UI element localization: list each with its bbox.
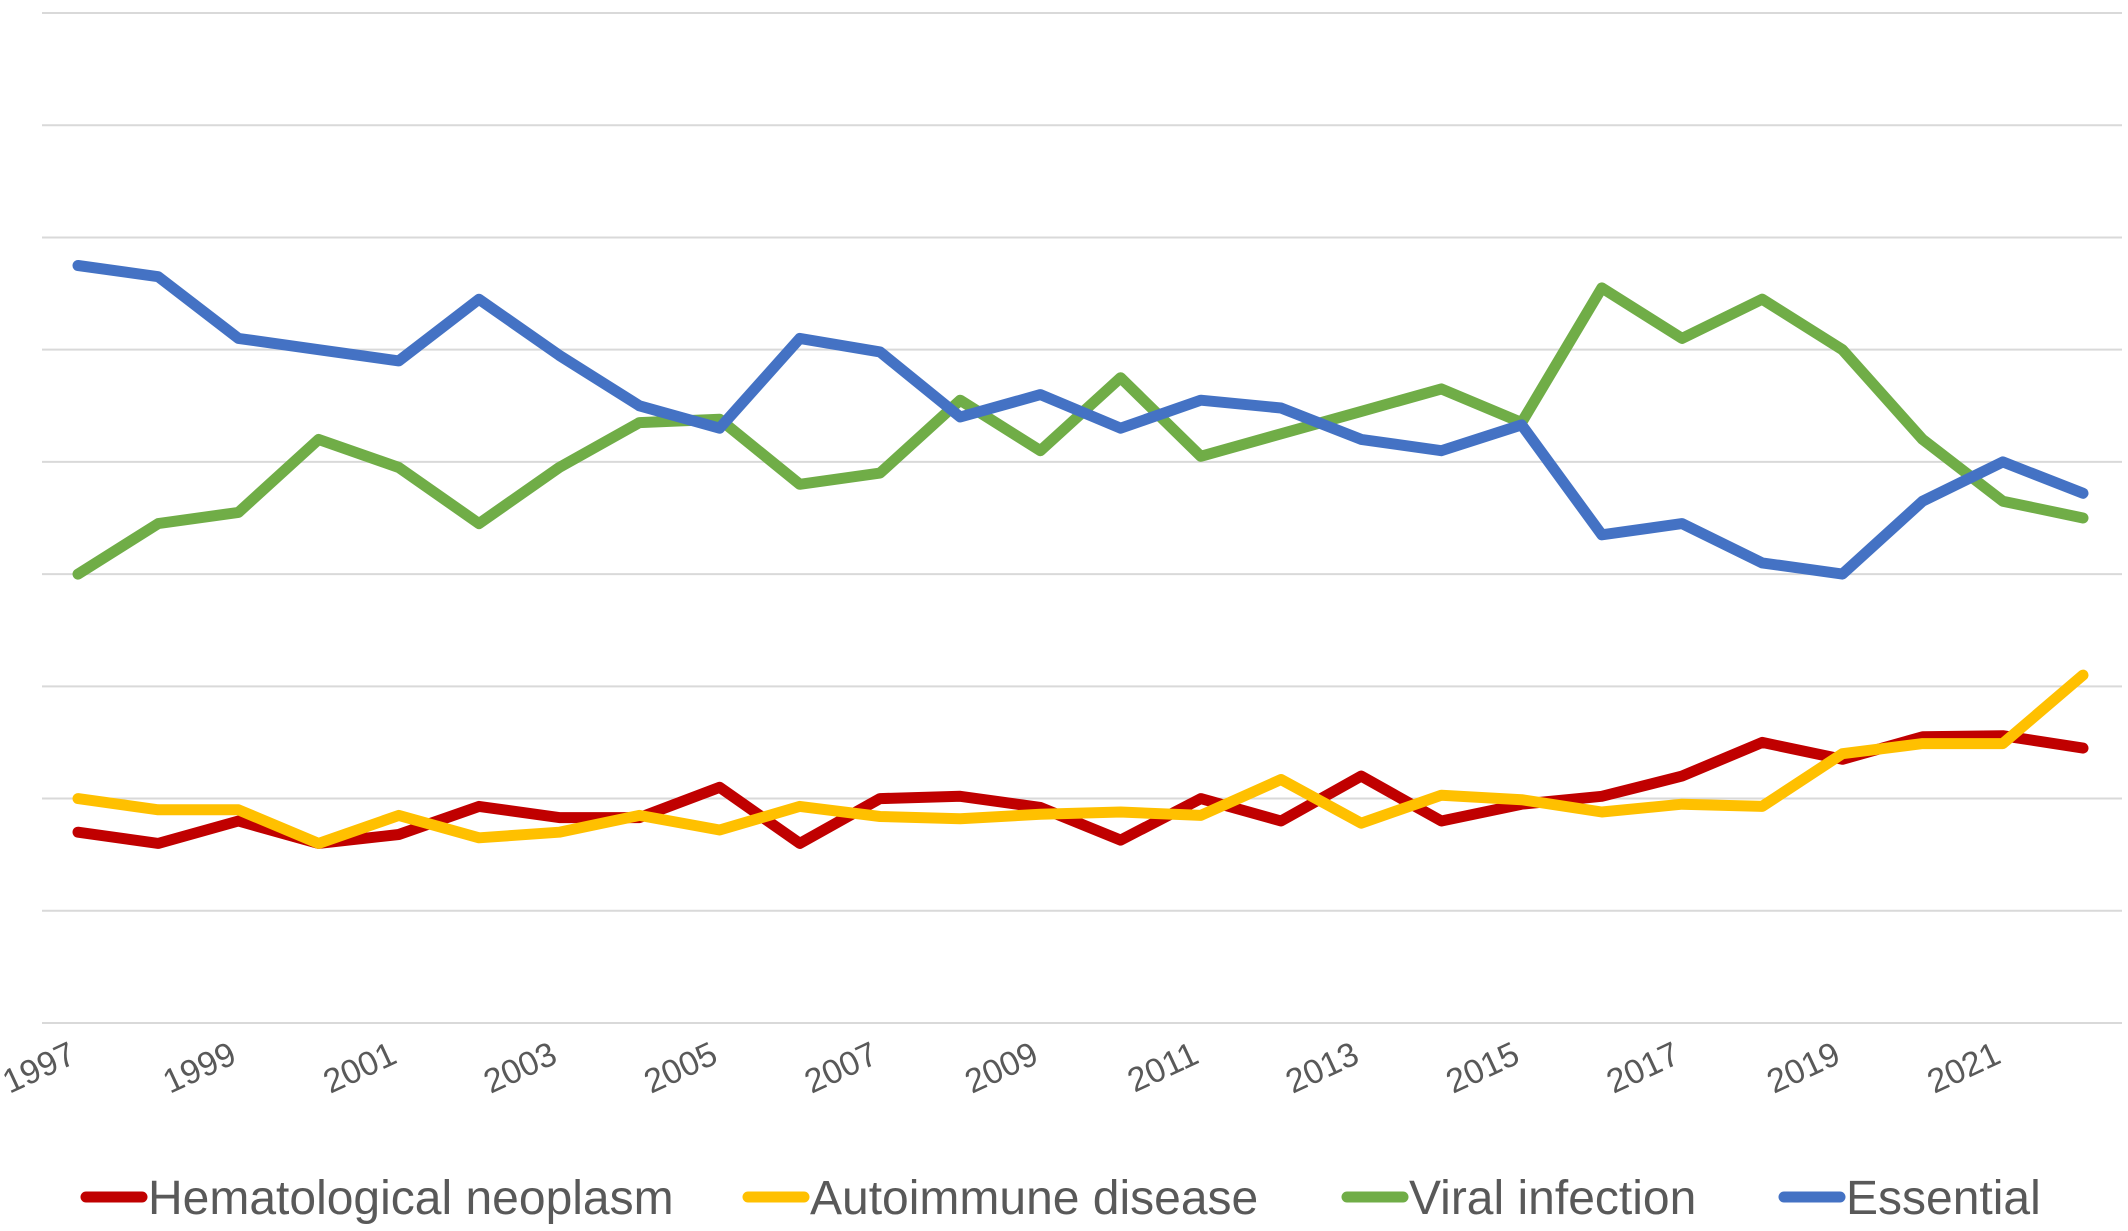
series-line-essential (72, 260, 2089, 580)
x-tick-label: 2007 (799, 1035, 884, 1101)
x-tick-label: 2017 (1601, 1035, 1686, 1101)
x-tick-label: 2021 (1922, 1035, 2007, 1101)
legend-label-hematological-neoplasm: Hematological neoplasm (148, 1172, 674, 1225)
x-tick-label: 2009 (959, 1035, 1044, 1101)
series-line-autoimmune-disease (72, 669, 2089, 849)
x-tick-label: 2003 (478, 1035, 563, 1101)
x-axis-tick-labels: 1997 1999 2001 2003 2005 2007 2009 2011 2013 2015… (0, 1035, 2006, 1101)
x-tick-label: 2019 (1761, 1035, 1846, 1101)
series-lines (72, 260, 2089, 849)
x-tick-label: 2013 (1280, 1035, 1365, 1101)
legend-label-viral-infection: Viral infection (1409, 1172, 1696, 1225)
x-tick-label: 1997 (0, 1035, 81, 1101)
legend: Hematological neoplasm Autoimmune disease… (80, 1172, 2041, 1225)
x-tick-label: 2011 (1122, 1035, 1204, 1100)
legend-label-autoimmune-disease: Autoimmune disease (810, 1172, 1258, 1225)
gridlines (42, 12, 2122, 1024)
series-line-viral-infection (72, 282, 2089, 580)
x-tick-label: 2001 (318, 1035, 403, 1101)
x-tick-label: 1999 (157, 1035, 242, 1101)
legend-label-essential: Essential (1846, 1172, 2041, 1225)
series-line-hematological-neoplasm (72, 730, 2089, 849)
x-tick-label: 2015 (1440, 1035, 1525, 1101)
x-tick-label: 2005 (638, 1035, 723, 1101)
